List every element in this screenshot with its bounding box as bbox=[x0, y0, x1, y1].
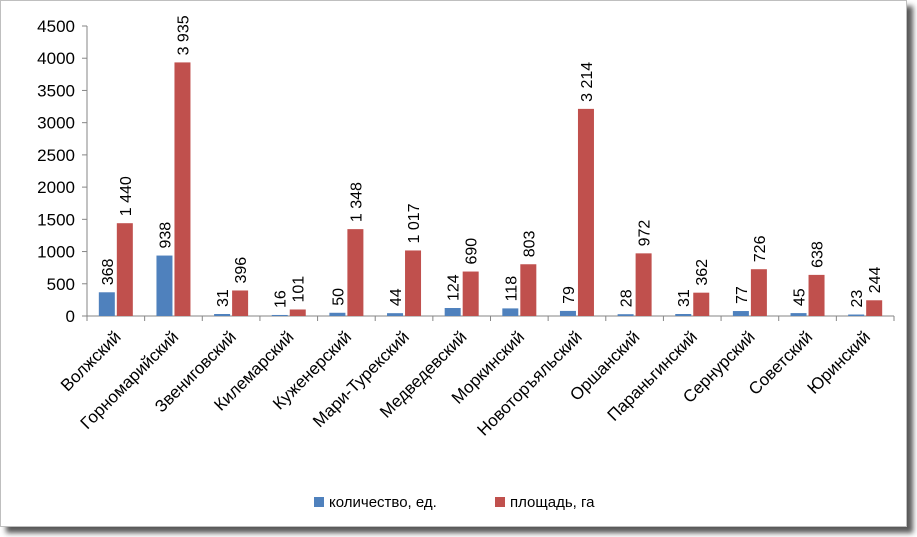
bar-area bbox=[347, 229, 364, 316]
bar-area bbox=[174, 62, 191, 317]
bar-count bbox=[444, 308, 461, 316]
data-label-area: 1 440 bbox=[118, 176, 135, 216]
data-label-area: 803 bbox=[521, 230, 538, 257]
legend-swatch bbox=[495, 497, 505, 507]
bar-count bbox=[732, 311, 749, 316]
bar-count bbox=[502, 308, 519, 316]
y-tick-label: 500 bbox=[47, 275, 75, 294]
y-tick-label: 1500 bbox=[37, 210, 75, 229]
legend-label: количество, ед. bbox=[329, 494, 437, 511]
bar-area bbox=[520, 264, 537, 316]
bar-area bbox=[116, 223, 133, 316]
data-label-count: 77 bbox=[734, 286, 751, 304]
data-label-count: 118 bbox=[503, 276, 520, 302]
y-tick-label: 3000 bbox=[37, 114, 75, 133]
x-category-label: Новоторъяльский bbox=[474, 327, 586, 439]
data-label-count: 28 bbox=[619, 289, 636, 307]
data-label-area: 972 bbox=[637, 220, 654, 247]
data-label-area: 3 935 bbox=[175, 15, 192, 55]
bar-count bbox=[214, 314, 231, 316]
bar-area bbox=[289, 309, 306, 316]
data-label-area: 362 bbox=[694, 259, 711, 286]
bar-count bbox=[848, 314, 865, 316]
data-label-count: 31 bbox=[676, 289, 693, 307]
legend-label: площадь, га bbox=[510, 494, 595, 511]
data-label-count: 938 bbox=[157, 222, 174, 249]
bar-area bbox=[866, 300, 883, 316]
bar-count bbox=[790, 313, 807, 316]
data-label-count: 23 bbox=[849, 290, 866, 308]
data-label-count: 124 bbox=[446, 274, 463, 301]
data-label-area: 1 348 bbox=[348, 182, 365, 222]
bar-count bbox=[387, 313, 404, 316]
bar-count bbox=[156, 255, 173, 316]
bar-chart: 050010001500200025003000350040004500Волж… bbox=[37, 15, 895, 511]
data-label-area: 1 017 bbox=[406, 203, 423, 243]
bar-area bbox=[462, 271, 479, 316]
data-label-count: 44 bbox=[388, 288, 405, 306]
data-label-count: 45 bbox=[792, 288, 809, 306]
y-tick-label: 4500 bbox=[37, 17, 75, 36]
data-label-area: 3 214 bbox=[579, 62, 596, 102]
y-tick-label: 4000 bbox=[37, 49, 75, 68]
data-label-area: 690 bbox=[464, 238, 481, 265]
data-label-area: 726 bbox=[752, 235, 769, 262]
bar-count bbox=[675, 314, 692, 316]
data-label-area: 638 bbox=[810, 241, 827, 268]
data-label-area: 101 bbox=[291, 276, 308, 303]
bar-count bbox=[329, 312, 346, 316]
bar-area bbox=[693, 292, 710, 316]
data-label-count: 16 bbox=[273, 290, 290, 308]
bar-count bbox=[559, 310, 576, 316]
y-tick-label: 1000 bbox=[37, 243, 75, 262]
bar-area bbox=[808, 274, 825, 316]
bar-count bbox=[271, 314, 288, 316]
data-label-count: 79 bbox=[561, 286, 578, 304]
bar-count bbox=[617, 314, 634, 316]
bar-area bbox=[232, 290, 249, 316]
bar-area bbox=[577, 108, 594, 317]
y-tick-label: 2000 bbox=[37, 178, 75, 197]
chart-data-labels: 368 938 31 16 50 44 124 118 79 28 31 77 45 23 1 440 3 9… bbox=[100, 15, 884, 308]
y-tick-label: 0 bbox=[66, 307, 75, 326]
data-label-area: 244 bbox=[867, 266, 884, 293]
x-category-label: Юринский bbox=[804, 327, 874, 397]
chart-frame: 0 500 1000 1500 2000 2500 3000 3500 4000 4500 Волж… bbox=[0, 0, 907, 527]
bar-area bbox=[405, 250, 422, 316]
bar-area bbox=[635, 253, 652, 316]
chart-bars bbox=[98, 62, 883, 317]
data-label-count: 31 bbox=[215, 289, 232, 307]
bar-area bbox=[750, 269, 767, 316]
data-label-count: 368 bbox=[100, 258, 117, 285]
bar-count bbox=[98, 292, 115, 316]
x-category-label: Горномарийский bbox=[77, 327, 183, 433]
legend-swatch bbox=[314, 497, 324, 507]
x-category-label: Мари-Турекский bbox=[309, 327, 413, 431]
data-label-area: 396 bbox=[233, 257, 250, 284]
chart-legend: количество, ед. площадь, га bbox=[314, 494, 595, 511]
data-label-count: 50 bbox=[330, 288, 347, 306]
y-tick-label: 2500 bbox=[37, 146, 75, 165]
y-tick-label: 3500 bbox=[37, 81, 75, 100]
